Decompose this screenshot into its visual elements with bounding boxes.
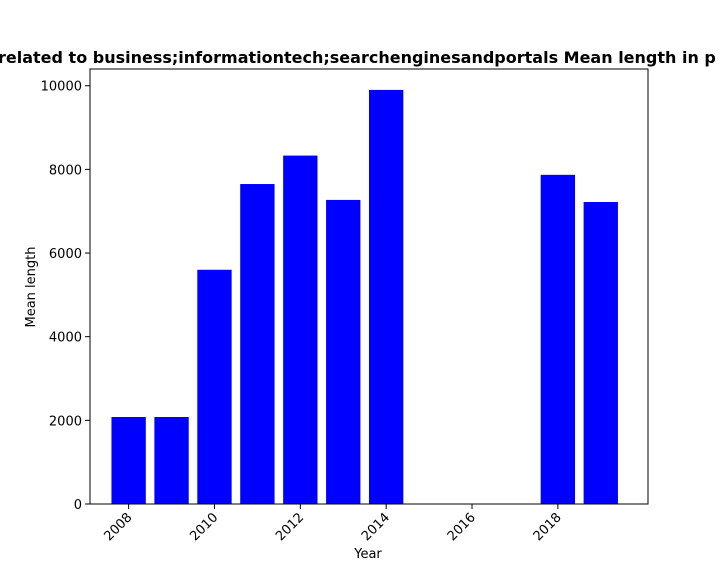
x-axis-ticks: 2008 2010 2012 2014 2016 2018 [101,504,565,544]
y-tick-label: 6000 [49,247,82,262]
y-tick-label: 0 [74,498,82,513]
bars-group [111,89,618,505]
y-tick-label: 10000 [41,80,82,95]
y-tick-label: 8000 [49,163,82,178]
y-axis-ticks: 0 2000 4000 6000 8000 10000 [41,80,90,513]
x-tick-label: 2016 [445,510,479,544]
bar-2012 [283,155,318,504]
bar-2009 [154,417,189,504]
y-tick-label: 2000 [49,414,82,429]
bar-2010 [197,269,232,504]
chart-title: related to business;informationtech;sear… [0,48,716,67]
bar-2018 [540,174,576,504]
bar-2008 [111,417,146,504]
bar-2011 [240,184,275,504]
plot-area-frame [89,68,649,505]
bar-2014 [369,89,404,505]
x-tick-label: 2008 [101,510,135,544]
y-axis-label: Mean length [24,247,39,328]
x-tick-label: 2018 [531,510,565,544]
y-tick-label: 4000 [49,331,82,346]
x-tick-label: 2012 [273,510,307,544]
x-axis-label: Year [353,547,382,562]
bar-2019 [583,202,618,504]
x-tick-label: 2010 [187,510,221,544]
bar-2013 [326,199,361,504]
x-tick-label: 2014 [359,510,393,544]
